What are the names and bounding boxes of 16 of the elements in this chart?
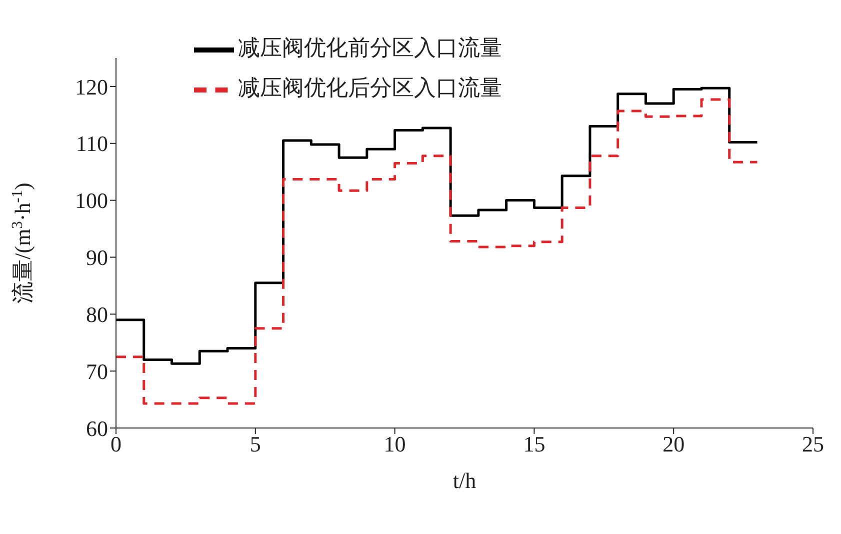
y-tick-label: 60 (86, 416, 108, 441)
y-tick-label: 110 (76, 131, 108, 156)
x-tick-label: 5 (250, 432, 261, 457)
legend-label: 减压阀优化前分区入口流量 (238, 35, 502, 60)
x-tick-label: 10 (384, 432, 406, 457)
x-tick-label: 15 (523, 432, 546, 457)
x-tick-label: 25 (802, 432, 824, 457)
y-tick-label: 90 (86, 245, 108, 270)
y-tick-label: 120 (75, 74, 108, 100)
y-tick-label: 100 (75, 188, 108, 214)
y-tick-label: 80 (86, 302, 108, 327)
y-tick-label: 70 (86, 358, 108, 384)
legend-label: 减压阀优化后分区入口流量 (238, 75, 502, 100)
x-tick-label: 0 (110, 432, 122, 457)
x-tick-label: 20 (662, 432, 685, 457)
x-axis-title: t/h (452, 468, 476, 493)
